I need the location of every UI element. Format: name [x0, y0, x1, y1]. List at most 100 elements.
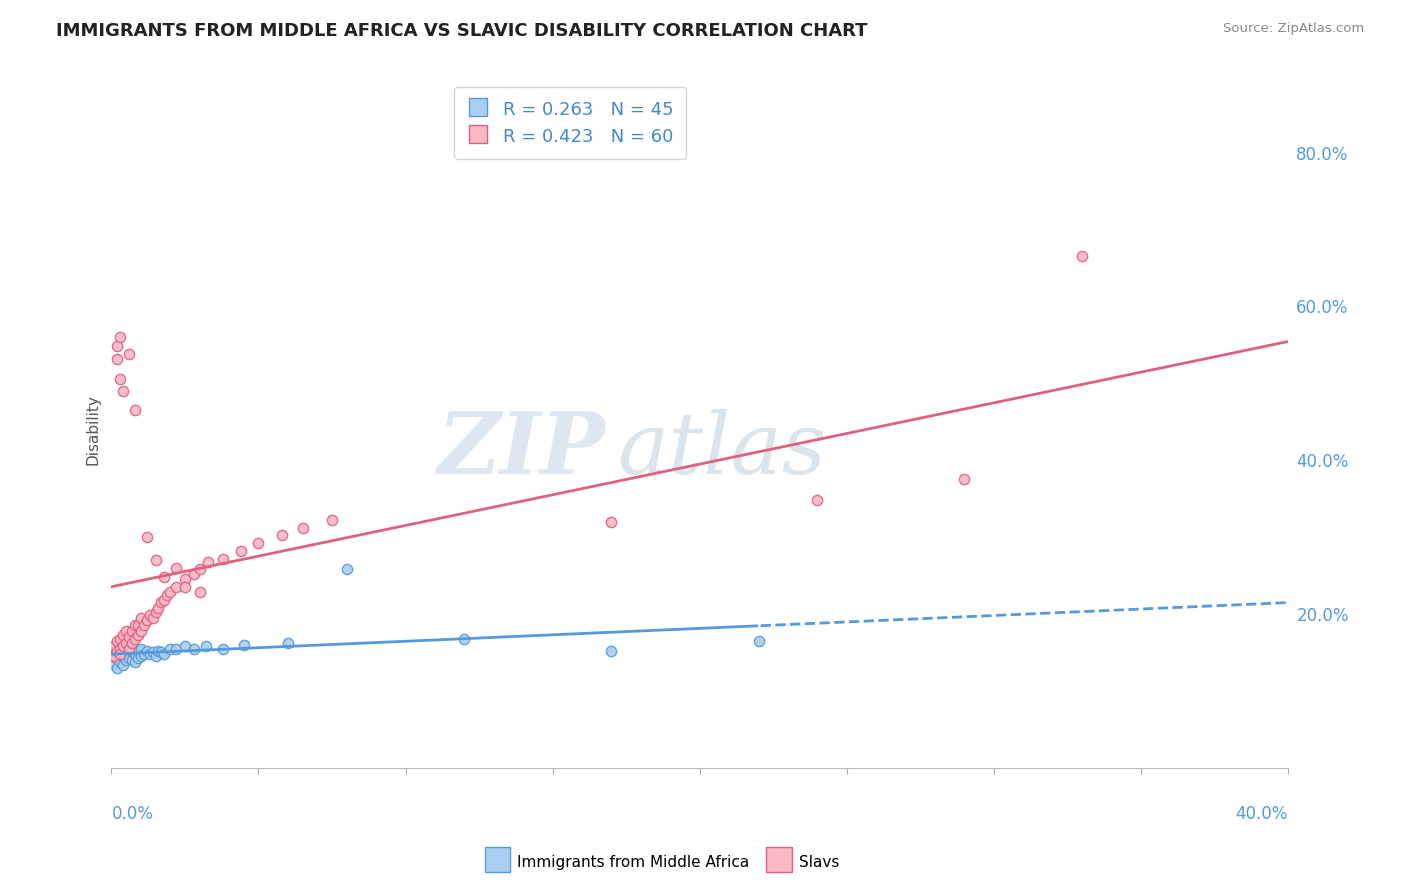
Point: [110, 632, 132, 646]
Point: [153, 570, 176, 584]
Point: [148, 600, 170, 615]
Point: [321, 513, 343, 527]
Point: [148, 644, 170, 658]
Point: [121, 645, 143, 659]
Point: [129, 624, 152, 638]
Point: [121, 624, 143, 638]
Point: [112, 639, 135, 653]
Point: [112, 384, 135, 398]
Point: [115, 639, 138, 653]
Point: [156, 588, 179, 602]
Point: [165, 561, 187, 575]
Point: [145, 606, 167, 620]
Point: [232, 638, 254, 652]
Point: [110, 647, 132, 661]
Point: [118, 347, 141, 361]
Point: [194, 639, 217, 653]
Point: [124, 618, 146, 632]
Point: [150, 595, 173, 609]
Point: [124, 655, 146, 669]
Point: [747, 633, 769, 648]
Point: [212, 641, 235, 656]
Point: [105, 633, 128, 648]
Point: [127, 618, 149, 632]
Point: [105, 645, 128, 659]
Point: [188, 562, 211, 576]
Point: [124, 632, 146, 646]
Point: [127, 628, 149, 642]
Text: ZIP: ZIP: [437, 408, 606, 491]
Point: [138, 647, 160, 661]
Point: [336, 562, 359, 576]
Point: [135, 613, 157, 627]
Point: [110, 641, 132, 656]
Point: [153, 593, 176, 607]
Point: [165, 580, 187, 594]
Point: [118, 641, 141, 656]
Point: [247, 536, 270, 550]
Point: [112, 628, 135, 642]
Point: [229, 544, 252, 558]
Point: [145, 649, 167, 664]
Point: [103, 657, 125, 671]
Point: [153, 647, 176, 661]
Point: [105, 351, 128, 366]
Point: [165, 641, 187, 656]
Point: [135, 530, 157, 544]
Point: [197, 555, 219, 569]
Point: [112, 649, 135, 664]
Point: [132, 647, 155, 661]
Point: [453, 632, 475, 646]
Point: [110, 641, 132, 656]
Point: [101, 647, 124, 661]
Point: [142, 611, 165, 625]
Point: [806, 493, 828, 508]
Text: Source: ZipAtlas.com: Source: ZipAtlas.com: [1223, 22, 1364, 36]
Point: [110, 655, 132, 669]
Point: [212, 551, 235, 566]
Point: [110, 647, 132, 661]
Point: [121, 636, 143, 650]
Point: [159, 585, 181, 599]
Point: [105, 661, 128, 675]
Point: [159, 641, 181, 656]
Point: [277, 636, 299, 650]
Text: atlas: atlas: [617, 409, 827, 491]
Point: [118, 650, 141, 665]
Point: [118, 630, 141, 644]
Point: [124, 403, 146, 417]
Point: [124, 647, 146, 661]
Legend: R = 0.263   N = 45, R = 0.423   N = 60: R = 0.263 N = 45, R = 0.423 N = 60: [454, 87, 686, 159]
Point: [129, 611, 152, 625]
Point: [174, 580, 197, 594]
Point: [188, 585, 211, 599]
Text: IMMIGRANTS FROM MIDDLE AFRICA VS SLAVIC DISABILITY CORRELATION CHART: IMMIGRANTS FROM MIDDLE AFRICA VS SLAVIC …: [56, 22, 868, 40]
Point: [112, 658, 135, 673]
Point: [103, 647, 125, 661]
Text: Slavs: Slavs: [799, 855, 839, 870]
Point: [271, 528, 294, 542]
Point: [953, 472, 976, 486]
Point: [174, 639, 197, 653]
Point: [145, 553, 167, 567]
Point: [600, 644, 623, 658]
Point: [132, 618, 155, 632]
Point: [291, 521, 314, 535]
Point: [115, 647, 138, 661]
Point: [118, 641, 141, 656]
Point: [150, 645, 173, 659]
Point: [103, 649, 125, 664]
Y-axis label: Disability: Disability: [86, 394, 100, 465]
Point: [115, 636, 138, 650]
Point: [110, 372, 132, 386]
Text: Immigrants from Middle Africa: Immigrants from Middle Africa: [517, 855, 749, 870]
Point: [142, 645, 165, 659]
Point: [110, 330, 132, 344]
Point: [115, 653, 138, 667]
Point: [112, 644, 135, 658]
Point: [1071, 249, 1094, 263]
Point: [105, 644, 128, 658]
Text: 0.0%: 0.0%: [111, 805, 153, 823]
Point: [129, 649, 152, 664]
Point: [183, 566, 205, 581]
